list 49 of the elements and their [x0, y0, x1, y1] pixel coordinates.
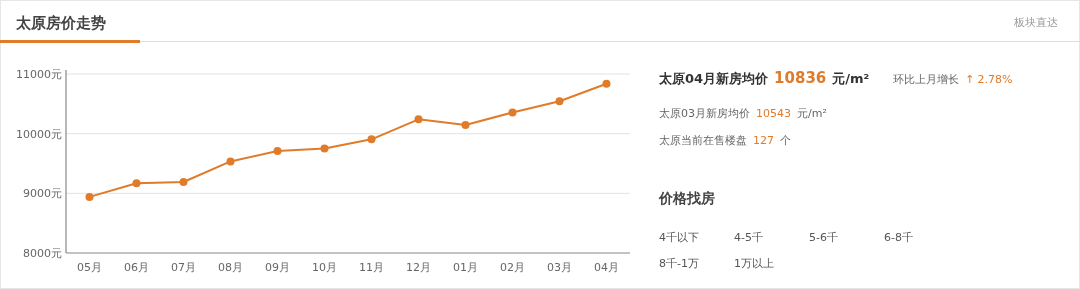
- x-tick-label: 10月: [312, 261, 337, 274]
- text: 4-5千: [734, 230, 763, 245]
- point: [555, 97, 564, 106]
- x-tick-label: 09月: [265, 261, 290, 274]
- x-tick-label: 07月: [171, 261, 196, 274]
- text: 太原当前在售楼盘: [659, 134, 747, 147]
- point: [320, 144, 329, 153]
- x-tick-label: 02月: [500, 261, 525, 274]
- x-tick-label: 03月: [547, 261, 572, 274]
- text: 太原04月新房均价: [659, 71, 769, 86]
- text: 1万以上: [734, 256, 774, 271]
- text: 2.78%: [977, 73, 1013, 86]
- point: [273, 146, 282, 155]
- text: 环比上月增长: [893, 73, 960, 86]
- text: 元/m²: [832, 71, 870, 86]
- point: [508, 108, 517, 117]
- x-tick-label: 01月: [453, 261, 478, 274]
- point: [461, 121, 470, 130]
- point: [85, 192, 94, 201]
- text: ↑: [965, 73, 975, 86]
- text: 10836: [774, 69, 827, 87]
- text: 板块直达: [1014, 15, 1058, 30]
- x-tick-label: 08月: [218, 261, 243, 274]
- y-tick-label: 11000元: [16, 68, 62, 81]
- point: [132, 179, 141, 188]
- y-tick-label: 8000元: [23, 247, 62, 260]
- point: [179, 178, 188, 186]
- text: 个: [780, 134, 791, 147]
- x-tick-label: 05月: [77, 261, 102, 274]
- text: 5-6千: [809, 230, 838, 245]
- chart-title: 太原房价走势: [16, 14, 106, 33]
- text: 价格找房: [659, 190, 715, 208]
- text: 127: [753, 134, 774, 147]
- y-tick-label: 10000元: [16, 127, 62, 141]
- text: 10543: [756, 107, 791, 120]
- text: 元/m²: [797, 107, 827, 120]
- text: 8千-1万: [659, 256, 699, 271]
- point: [602, 79, 611, 88]
- point: [226, 157, 235, 166]
- point: [414, 115, 423, 124]
- point: [367, 135, 376, 144]
- text: 6-8千: [884, 230, 913, 245]
- y-tick-label: 9000元: [23, 187, 62, 201]
- text: 太原03月新房均价: [659, 107, 750, 120]
- x-tick-label: 06月: [124, 261, 149, 274]
- x-tick-label: 11月: [359, 261, 384, 274]
- x-tick-label: 12月: [406, 261, 431, 274]
- text: 4千以下: [659, 230, 699, 245]
- x-tick-label: 04月: [594, 261, 619, 274]
